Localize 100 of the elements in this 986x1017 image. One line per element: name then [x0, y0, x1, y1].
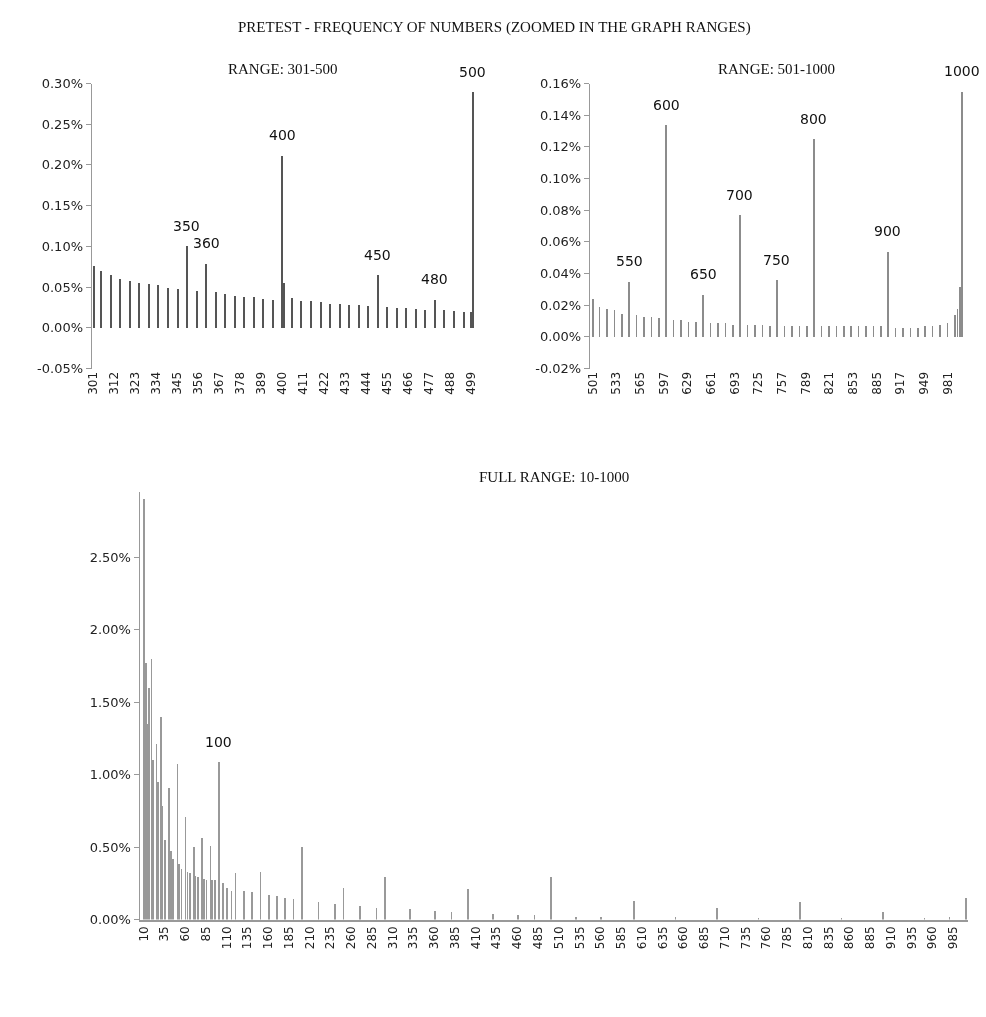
- x-tick-label: 910: [883, 926, 898, 950]
- x-tick-label: 960: [925, 926, 940, 950]
- bar: [864, 325, 867, 337]
- x-tick-label: 821: [822, 371, 837, 395]
- x-tick-label: 501: [585, 371, 600, 395]
- annotation: 360: [193, 235, 220, 251]
- x-tick-label: 610: [634, 926, 649, 950]
- y-tick-label: -0.05%: [37, 361, 84, 377]
- x-tick-label: 466: [401, 371, 416, 395]
- bar: [99, 270, 102, 328]
- y-tick-label: 0.16%: [539, 76, 582, 92]
- bar: [694, 321, 697, 337]
- x-tick-label: 260: [344, 926, 359, 950]
- bar: [223, 293, 226, 328]
- annotation: 450: [364, 247, 391, 263]
- bar: [357, 304, 360, 328]
- x-tick-label: 597: [656, 371, 671, 395]
- x-tick-label: 685: [697, 926, 712, 950]
- x-tick-label: 660: [676, 926, 691, 950]
- bar: [812, 138, 815, 337]
- x-tick-label: 110: [219, 926, 234, 950]
- y-tick-label: 0.25%: [41, 116, 84, 132]
- x-tick-label: 210: [302, 926, 317, 950]
- y-tick-label: 0.00%: [41, 320, 84, 336]
- x-tick-label: 323: [128, 371, 143, 395]
- bar: [916, 327, 919, 337]
- x-tick-label: 725: [751, 371, 766, 395]
- x-tick-label: 635: [655, 926, 670, 950]
- bar: [790, 325, 793, 337]
- chart-title: RANGE: 301-500: [228, 61, 338, 77]
- y-tick-label: 0.06%: [539, 234, 582, 250]
- bar: [252, 296, 255, 328]
- x-tick-label: 917: [893, 371, 908, 395]
- x-tick-label: 533: [609, 371, 624, 395]
- bar: [423, 309, 426, 328]
- bar: [118, 278, 121, 328]
- bar: [827, 325, 830, 337]
- bar: [901, 327, 904, 337]
- y-tick-label: 0.12%: [539, 139, 582, 155]
- bar: [128, 280, 131, 328]
- bar: [233, 295, 236, 328]
- bar: [156, 284, 159, 328]
- annotation: 1000: [944, 63, 980, 79]
- bar: [775, 279, 778, 337]
- annotation: 350: [173, 218, 200, 234]
- x-tick-label: 435: [489, 926, 504, 950]
- x-tick-label: 301: [86, 371, 101, 395]
- bar: [137, 282, 140, 328]
- x-tick-label: 334: [149, 371, 164, 395]
- x-tick-label: 389: [254, 371, 269, 395]
- bar: [433, 299, 436, 328]
- bar: [753, 324, 756, 337]
- bar: [805, 325, 808, 337]
- x-tick-label: 60: [178, 926, 193, 942]
- bar: [849, 325, 852, 337]
- chart-title: RANGE: 501-1000: [718, 61, 836, 77]
- y-tick-label: 2.50%: [89, 549, 131, 565]
- chart-title: FULL RANGE: 10-1000: [479, 469, 630, 485]
- x-tick-label: 360: [427, 926, 442, 950]
- bar: [627, 281, 630, 337]
- bar: [404, 307, 407, 328]
- bar: [731, 324, 734, 337]
- bar: [176, 288, 179, 328]
- x-tick-label: 661: [704, 371, 719, 395]
- y-tick-label: 0.05%: [41, 279, 84, 295]
- y-tick-label: -0.02%: [535, 361, 582, 377]
- x-tick-label: 810: [800, 926, 815, 950]
- bar: [657, 317, 660, 337]
- x-tick-label: 335: [406, 926, 421, 950]
- x-tick-label: 585: [614, 926, 629, 950]
- x-tick-label: 735: [738, 926, 753, 950]
- annotation: 700: [726, 187, 753, 203]
- bar: [768, 325, 771, 337]
- bar: [923, 325, 926, 337]
- bar: [319, 301, 322, 328]
- y-tick-label: 0.14%: [539, 107, 582, 123]
- bar: [338, 303, 341, 328]
- x-tick-label: 85: [198, 926, 213, 942]
- y-tick-label: 0.08%: [539, 202, 582, 218]
- x-tick-label: 985: [946, 926, 961, 950]
- y-tick-label: 2.00%: [89, 622, 131, 638]
- x-tick-label: 433: [338, 371, 353, 395]
- bar: [185, 245, 188, 328]
- annotation: 100: [205, 734, 232, 750]
- x-tick-label: 853: [846, 371, 861, 395]
- y-tick-label: 0.15%: [41, 198, 84, 214]
- annotation: 650: [690, 266, 717, 282]
- x-tick-label: 385: [447, 926, 462, 950]
- bar: [442, 309, 445, 328]
- y-tick-label: 0.30%: [41, 76, 84, 92]
- bar: [395, 307, 398, 328]
- x-tick-label: 485: [531, 926, 545, 950]
- x-tick-label: 310: [385, 926, 400, 950]
- bar: [414, 308, 417, 328]
- bar: [452, 310, 455, 328]
- bar: [214, 291, 217, 328]
- bar: [716, 322, 719, 337]
- annotation: 480: [421, 271, 448, 287]
- bar: [620, 313, 623, 337]
- bar: [605, 308, 608, 337]
